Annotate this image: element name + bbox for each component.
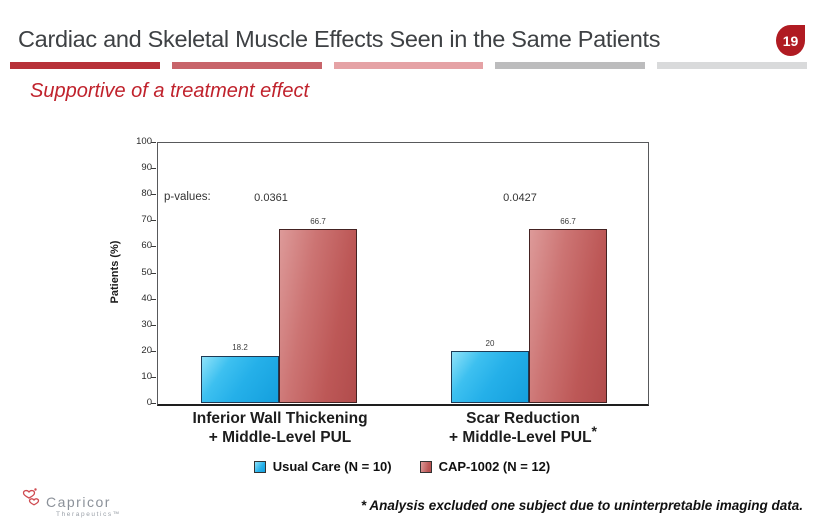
y-tick-mark	[151, 220, 156, 222]
y-tick-label: 50	[141, 266, 152, 278]
y-tick-mark	[151, 298, 156, 300]
accent-segment-4	[657, 62, 807, 69]
bar-cap-1002-group0	[279, 228, 357, 403]
category-line2: + Middle-Level PUL*	[449, 422, 597, 446]
chart-legend: Usual Care (N = 10) CAP-1002 (N = 12)	[157, 459, 647, 474]
y-tick-mark	[151, 246, 156, 248]
y-tick-mark	[151, 376, 156, 378]
category-label-0: Inferior Wall Thickening + Middle-Level P…	[192, 409, 367, 447]
legend-label: CAP-1002 (N = 12)	[438, 459, 551, 474]
y-tick-label: 60	[141, 240, 152, 252]
y-tick-mark	[151, 324, 156, 326]
capricor-logo: Capricor Therapeutics™	[22, 486, 121, 518]
y-tick-label: 30	[141, 318, 152, 330]
category-label-1: Scar Reduction + Middle-Level PUL*	[449, 409, 597, 447]
accent-segment-1	[171, 62, 322, 69]
y-tick-mark	[151, 142, 156, 143]
accent-segment-3	[495, 62, 646, 69]
y-tick-label: 70	[141, 214, 152, 226]
logo-trademark: ™	[112, 511, 121, 518]
accent-segment-2	[333, 62, 484, 69]
y-tick-label: 0	[146, 397, 152, 408]
legend-item-usual-care: Usual Care (N = 10)	[253, 459, 392, 474]
bar-usual-care-group1	[451, 350, 529, 403]
category-line1: Inferior Wall Thickening	[192, 410, 368, 427]
legend-item-cap-1002: CAP-1002 (N = 12)	[419, 459, 551, 474]
y-tick-label: 80	[141, 188, 152, 200]
bar-value-label: 20	[485, 338, 495, 348]
slide-title: Cardiac and Skeletal Muscle Effects Seen…	[18, 26, 661, 52]
capricor-logo-text: Capricor Therapeutics™	[46, 495, 121, 518]
footnote: * Analysis excluded one subject due to u…	[360, 498, 803, 513]
slide-subtitle: Supportive of a treatment effect	[30, 80, 310, 102]
legend-swatch	[419, 460, 432, 473]
y-tick-mark	[151, 350, 156, 352]
y-axis-title: Patients (%)	[109, 240, 121, 304]
page-number-badge: 19	[776, 25, 805, 56]
logo-sub-brand: Therapeutics™	[56, 511, 121, 518]
accent-divider-bar	[10, 62, 807, 69]
y-tick-label: 90	[141, 162, 152, 174]
y-tick-mark	[151, 272, 156, 274]
category-asterisk: *	[591, 422, 597, 439]
y-tick-mark	[151, 194, 156, 196]
capricor-logo-icon	[22, 488, 40, 506]
y-tick-label: 100	[136, 136, 152, 147]
bar-value-label: 18.2	[232, 343, 248, 353]
bar-cap-1002-group1	[529, 228, 607, 403]
p-value-1: 0.0427	[503, 192, 537, 204]
logo-sub-brand-text: Therapeutics	[56, 511, 113, 518]
y-tick-label: 10	[141, 370, 152, 382]
legend-label: Usual Care (N = 10)	[272, 459, 392, 474]
accent-segment-0	[10, 62, 160, 69]
bar-value-label: 66.7	[560, 216, 576, 226]
bar-value-label: 66.7	[310, 216, 326, 226]
y-tick-mark	[151, 168, 156, 170]
category-line1: Scar Reduction	[466, 410, 580, 427]
logo-brand-name: Capricor	[46, 494, 111, 510]
legend-swatch	[253, 460, 266, 473]
y-tick-label: 20	[141, 344, 152, 356]
p-value-0: 0.0361	[254, 192, 288, 204]
p-values-caption: p-values:	[164, 191, 211, 203]
category-line2: + Middle-Level PUL	[208, 429, 352, 446]
bar-usual-care-group0	[201, 355, 279, 403]
y-tick-label: 40	[141, 292, 152, 304]
y-tick-mark	[151, 403, 156, 404]
